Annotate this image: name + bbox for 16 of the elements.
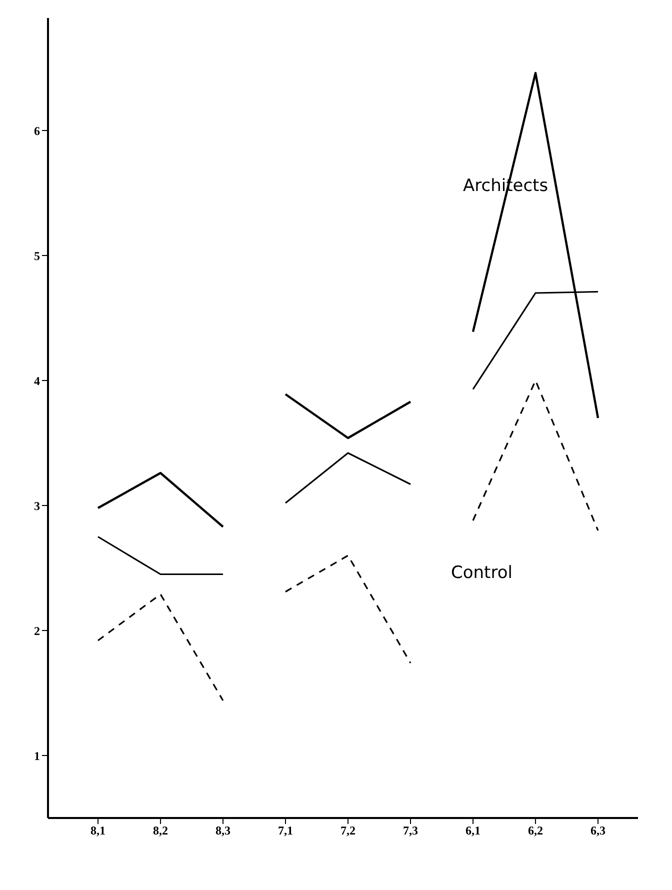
x-tick-label: 6,3 <box>590 824 606 838</box>
x-tick-label: 7,2 <box>340 824 356 838</box>
y-tick-label: 3 <box>34 498 40 513</box>
x-tick-label: 8,1 <box>90 824 106 838</box>
x-tick-label: 6,2 <box>528 824 543 838</box>
y-tick-label: 6 <box>34 124 40 138</box>
y-tick-label: 5 <box>34 248 40 263</box>
y-tick-label: 4 <box>34 374 40 388</box>
y-tick-label: 2 <box>34 624 40 638</box>
x-tick-label: 7,1 <box>278 824 293 838</box>
x-tick-label: 7,3 <box>403 824 418 838</box>
x-tick-label: 6,1 <box>466 824 480 838</box>
x-tick-label: 8,2 <box>153 824 168 838</box>
y-tick-label: 1 <box>34 748 40 763</box>
annotation: Control <box>451 563 512 583</box>
x-tick-label: 8,3 <box>216 824 230 838</box>
